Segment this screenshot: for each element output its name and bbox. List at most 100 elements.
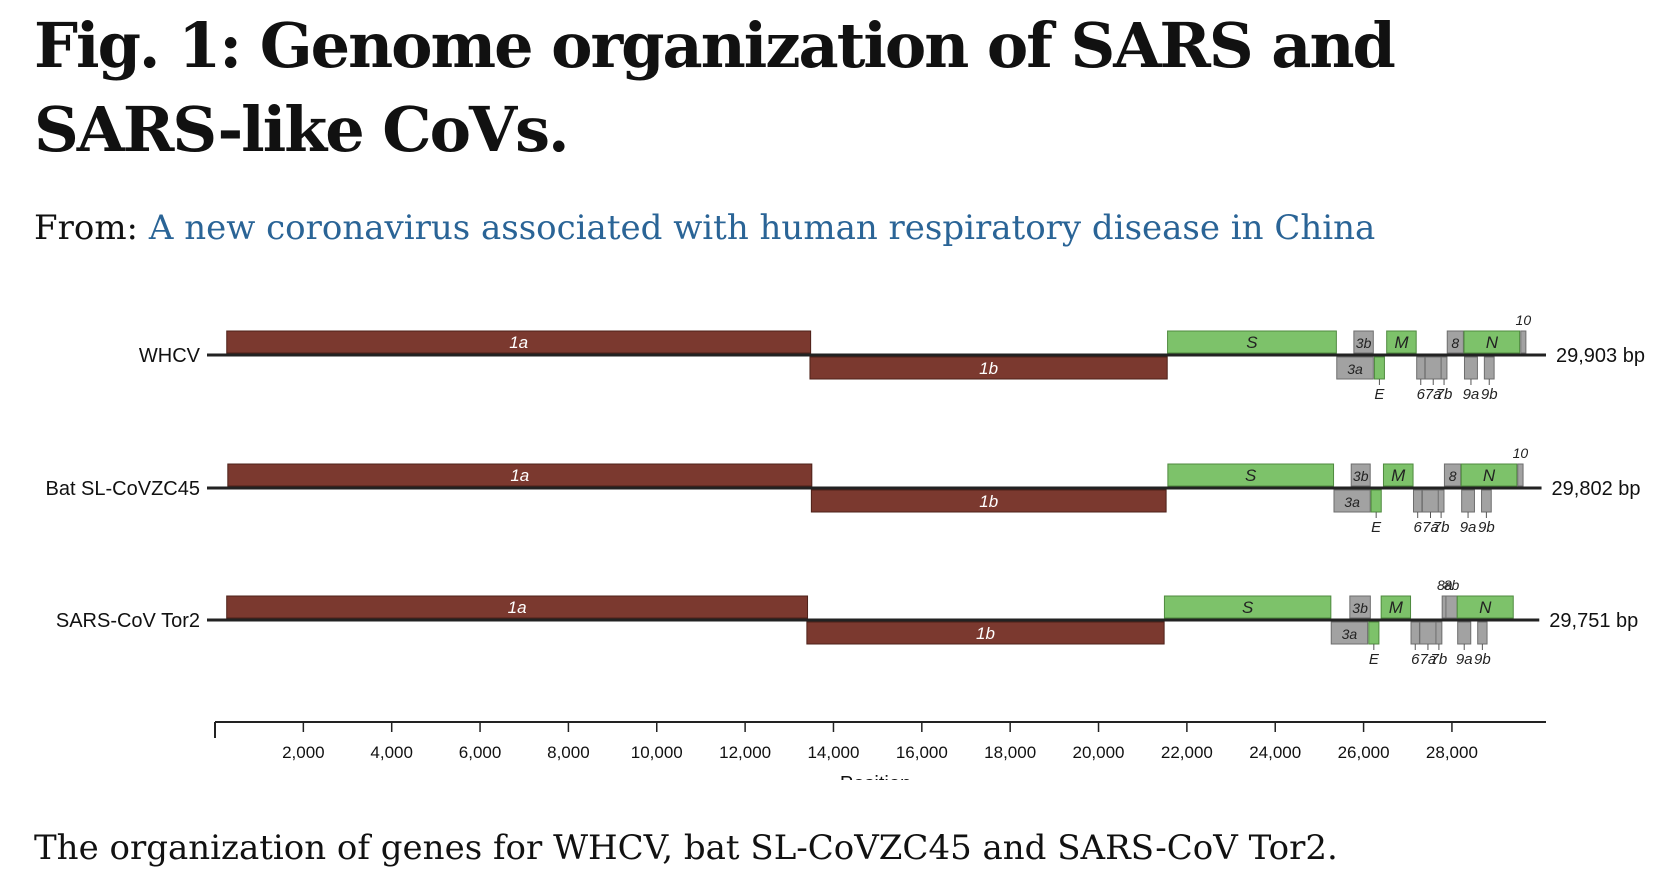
gene-label: 7b [1436,386,1453,403]
gene-box [1481,489,1492,513]
gene-label: S [1245,466,1257,485]
x-axis-tick-label: 22,000 [1161,743,1213,762]
genome-length-label: 29,751 bp [1549,610,1638,632]
x-axis-tick-label: 16,000 [896,743,948,762]
gene-label: N [1483,466,1496,485]
gene-box [1386,330,1417,354]
gene-box [1421,489,1440,513]
gene-box [1373,356,1385,380]
gene-box [1353,330,1374,354]
gene-label: 9a [1463,386,1480,403]
gene-box [1349,595,1371,619]
x-axis-title: Position [840,773,911,780]
gene-label: 1b [979,359,998,378]
gene-label: 1a [508,598,527,617]
gene-box [1167,463,1335,487]
gene-label: 1a [510,466,529,485]
gene-box [1419,621,1437,645]
x-axis-tick-label: 28,000 [1426,743,1478,762]
gene-label: 7b [1431,651,1448,668]
gene-box [1520,330,1527,354]
gene-label: 7a [1422,519,1439,536]
gene-label: 3b [1352,600,1368,616]
gene-label: E [1371,519,1382,536]
x-axis-tick-label: 10,000 [631,743,683,762]
gene-box [1463,330,1521,354]
gene-label: 6 [1414,519,1423,536]
gene-box [226,330,812,354]
gene-box [1445,595,1458,619]
x-axis-tick-label: 6,000 [459,743,502,762]
gene-label: 8 [1451,335,1459,351]
gene-label: 3b [1353,468,1369,484]
x-axis-tick-label: 12,000 [719,743,771,762]
gene-box [1412,489,1423,513]
gene-label: 7b [1433,519,1450,536]
gene-label: 10 [1516,312,1532,328]
gene-label: 9b [1481,386,1498,403]
gene-box [1483,356,1495,380]
gene-box [226,595,809,619]
gene-label: E [1374,386,1385,403]
gene-box [1410,621,1420,645]
gene-box [1457,621,1472,645]
x-axis-tick-label: 26,000 [1338,743,1390,762]
gene-box [1368,621,1380,645]
gene-label: 1a [509,333,528,352]
gene-box [1477,621,1488,645]
genome-length-label: 29,802 bp [1552,478,1641,500]
gene-box [1380,595,1412,619]
genome-label: Bat SL-CoVZC45 [45,478,200,500]
genome-label: SARS-CoV Tor2 [56,610,200,632]
source-prefix: From: [34,208,149,248]
gene-label: 3a [1342,626,1358,642]
gene-label: M [1389,598,1404,617]
gene-label: S [1242,598,1254,617]
x-axis-tick-label: 4,000 [370,743,413,762]
x-axis-tick-label: 14,000 [807,743,859,762]
gene-box [1437,489,1445,513]
gene-label: 1b [979,492,998,511]
gene-box [1167,330,1337,354]
gene-box [1350,463,1371,487]
gene-box [1517,463,1524,487]
gene-label: M [1391,466,1406,485]
gene-box [1446,330,1464,354]
source-line: From: A new coronavirus associated with … [34,208,1375,248]
gene-box [1416,356,1426,380]
gene-box [806,621,1165,645]
x-axis-tick-label: 8,000 [547,743,590,762]
source-article-link[interactable]: A new coronavirus associated with human … [148,208,1376,248]
gene-label: 9b [1478,519,1495,536]
gene-box [809,356,1168,380]
gene-box [1330,621,1369,645]
gene-box [1370,489,1382,513]
gene-box [1456,595,1514,619]
gene-label: S [1246,333,1258,352]
figure-caption: The organization of genes for WHCV, bat … [34,828,1338,868]
gene-label: 8 [1449,468,1457,484]
gene-box [1336,356,1374,380]
gene-box [1461,489,1475,513]
gene-box [1424,356,1442,380]
x-axis-tick-label: 18,000 [984,743,1036,762]
gene-label: 7a [1420,651,1437,668]
gene-box [1460,463,1518,487]
gene-label: 7a [1425,386,1442,403]
gene-box [1463,356,1478,380]
gene-label: 10 [1513,445,1529,461]
gene-label: 6 [1411,651,1420,668]
gene-label: 8a [1437,577,1453,593]
gene-box [810,489,1167,513]
gene-label: 3a [1344,494,1360,510]
x-axis-tick-label: 24,000 [1249,743,1301,762]
gene-label: 9a [1456,651,1473,668]
gene-label: 1b [976,624,995,643]
gene-label: 9b [1474,651,1491,668]
gene-box [1435,621,1443,645]
gene-label: M [1394,333,1409,352]
genome-length-label: 29,903 bp [1556,345,1645,367]
gene-label: 3a [1347,361,1363,377]
genome-label: WHCV [139,345,201,367]
